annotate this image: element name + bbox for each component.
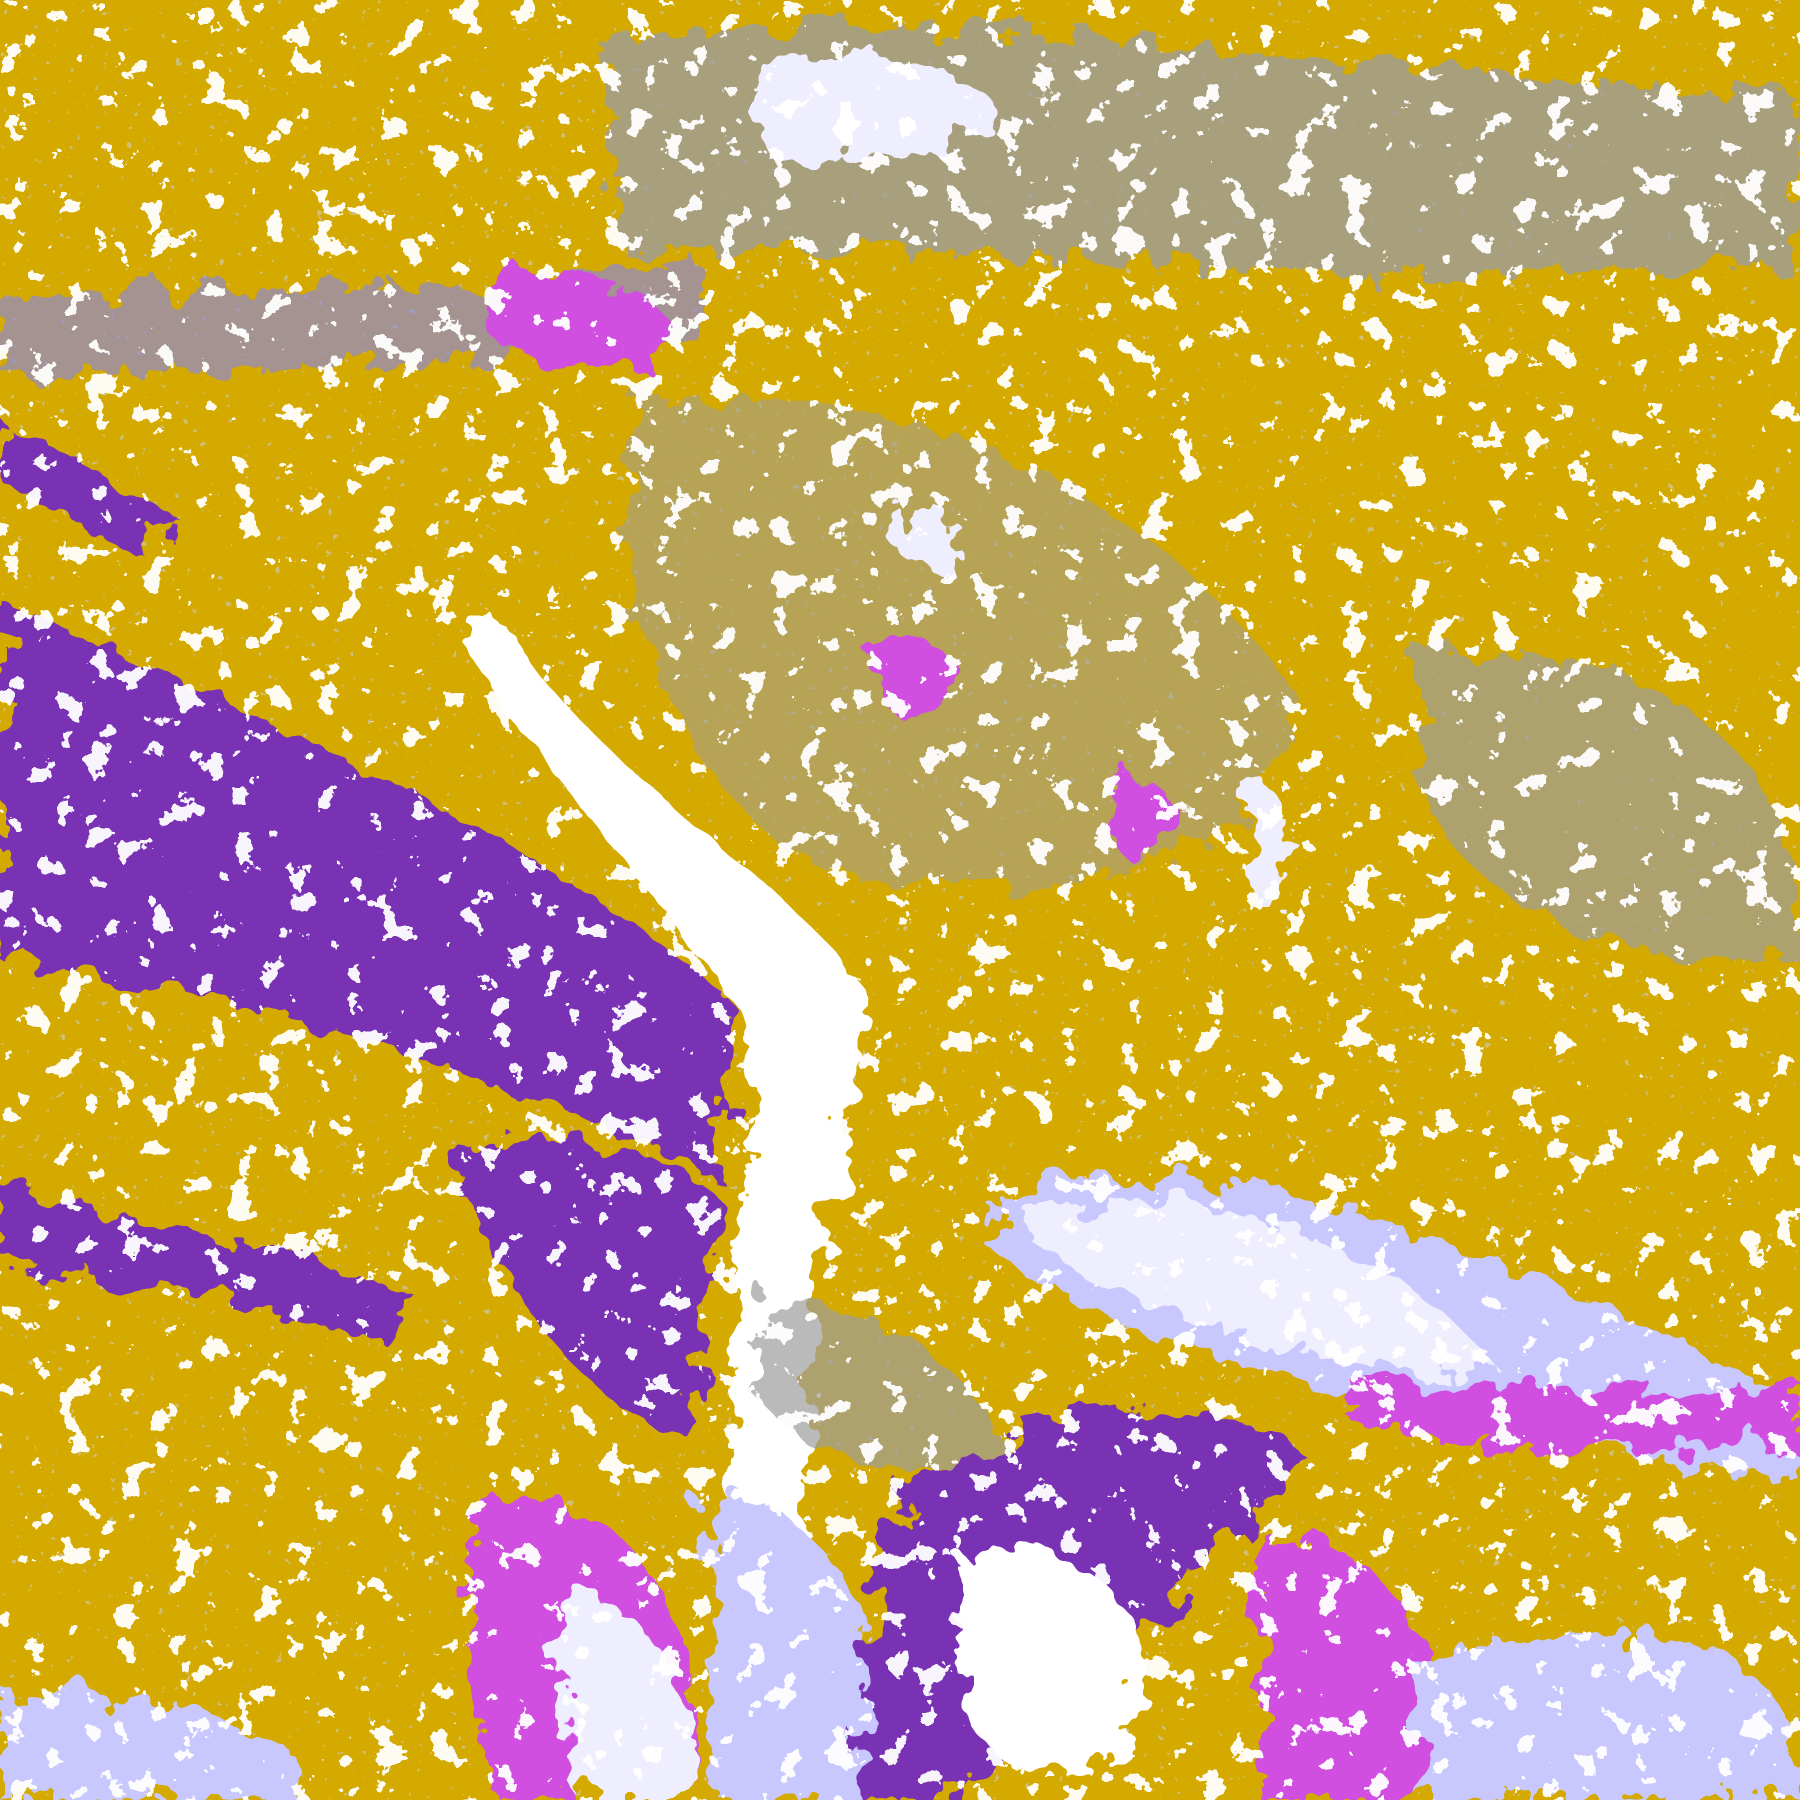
clear-sky-speckle xyxy=(0,0,1800,1800)
classified-satellite-map xyxy=(0,0,1800,1800)
